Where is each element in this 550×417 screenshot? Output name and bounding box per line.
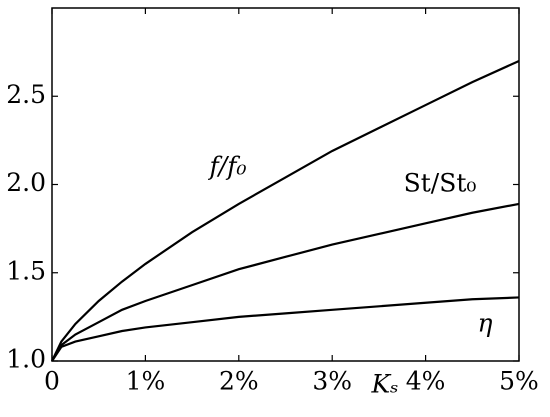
y-tick-label: 1.5: [6, 256, 46, 285]
x-tick-label: 0: [44, 367, 60, 396]
x-tick-label: 5%: [499, 367, 539, 396]
series-label: f/f₀: [208, 152, 247, 181]
x-axis-label: Kₛ: [370, 370, 398, 399]
series-label: St/St₀: [404, 169, 477, 198]
curve: [51, 296, 520, 362]
y-tick-label: 2.5: [6, 80, 46, 109]
curve: [51, 202, 520, 362]
y-tick-label: 2.0: [6, 168, 46, 197]
x-tick-label: 4%: [406, 367, 446, 396]
x-tick-label: 1%: [126, 367, 166, 396]
x-tick-label: 2%: [219, 367, 259, 396]
x-tick-label: 3%: [312, 367, 352, 396]
series-label: η: [478, 309, 493, 338]
curve: [51, 59, 520, 362]
y-tick-label: 1.0: [6, 345, 46, 374]
